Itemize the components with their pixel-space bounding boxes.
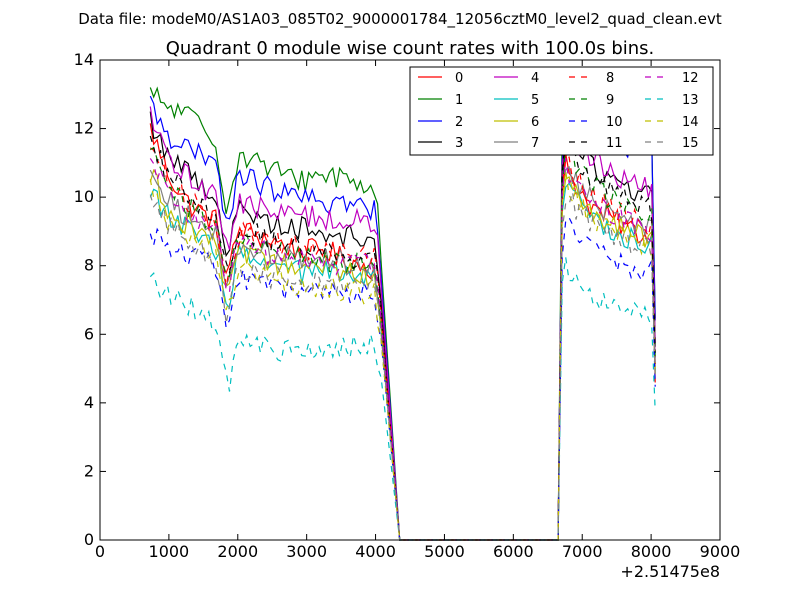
legend-label-11: 11 bbox=[606, 136, 623, 151]
legend-label-14: 14 bbox=[682, 115, 699, 130]
y-tick-label: 2 bbox=[84, 461, 94, 480]
series-line-9 bbox=[149, 144, 656, 541]
x-offset-label: +2.51475e8 bbox=[620, 562, 720, 581]
x-tick-label: 8000 bbox=[631, 542, 672, 561]
y-tick-label: 0 bbox=[84, 530, 94, 549]
chart-title: Quadrant 0 module wise count rates with … bbox=[166, 38, 655, 59]
y-tick-label: 14 bbox=[74, 50, 94, 69]
series-layer bbox=[149, 75, 656, 541]
series-line-4 bbox=[149, 106, 656, 541]
legend-label-4: 4 bbox=[531, 71, 539, 86]
axes-ticks: 0 1000 2000 3000 4000 5000 6000 7000 8000 9000 0 2 4… bbox=[74, 50, 741, 561]
x-tick-label: 2000 bbox=[217, 542, 258, 561]
plot-frame bbox=[99, 59, 721, 541]
x-tick-label: 1000 bbox=[149, 542, 190, 561]
x-tick-label: 0 bbox=[95, 542, 105, 561]
x-tick-label: 6000 bbox=[493, 542, 534, 561]
x-tick-label: 7000 bbox=[562, 542, 603, 561]
legend-label-13: 13 bbox=[682, 93, 699, 108]
legend-label-10: 10 bbox=[606, 115, 623, 130]
legend-label-5: 5 bbox=[531, 93, 539, 108]
legend-label-2: 2 bbox=[455, 115, 463, 130]
legend-label-0: 0 bbox=[455, 71, 463, 86]
legend-label-15: 15 bbox=[682, 136, 699, 151]
legend-label-1: 1 bbox=[455, 93, 463, 108]
y-tick-label: 4 bbox=[84, 393, 94, 412]
series-line-14 bbox=[149, 170, 656, 541]
chart-suptitle: Data file: modeM0/AS1A03_085T02_90000017… bbox=[78, 10, 722, 29]
x-tick-label: 4000 bbox=[355, 542, 396, 561]
legend-frame bbox=[409, 66, 714, 156]
legend-label-8: 8 bbox=[606, 71, 614, 86]
legend-label-9: 9 bbox=[606, 93, 614, 108]
series-line-15 bbox=[149, 191, 656, 541]
series-line-10 bbox=[149, 216, 656, 541]
x-tick-label: 9000 bbox=[700, 542, 741, 561]
x-tick-label: 3000 bbox=[286, 542, 327, 561]
legend-label-6: 6 bbox=[531, 115, 539, 130]
series-line-7 bbox=[149, 165, 656, 541]
y-tick-label: 8 bbox=[84, 256, 94, 275]
legend-label-7: 7 bbox=[531, 136, 539, 151]
series-line-0 bbox=[149, 123, 656, 541]
series-line-11 bbox=[149, 131, 656, 541]
series-line-3 bbox=[149, 111, 656, 541]
legend-label-12: 12 bbox=[682, 71, 699, 86]
y-tick-label: 6 bbox=[84, 324, 94, 343]
y-tick-label: 12 bbox=[74, 119, 94, 138]
x-tick-label: 5000 bbox=[424, 542, 465, 561]
legend-label-3: 3 bbox=[455, 136, 463, 151]
y-tick-label: 10 bbox=[74, 187, 94, 206]
